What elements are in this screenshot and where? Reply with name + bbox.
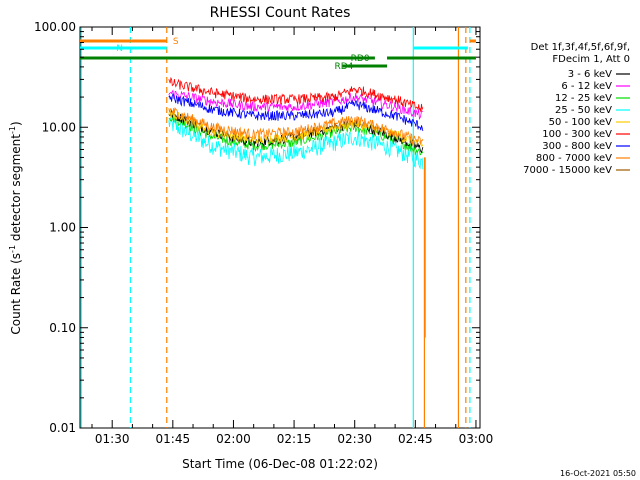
- flag-label: RD0: [351, 54, 370, 64]
- series-line: [168, 76, 424, 112]
- y-tick-label: 100.00: [34, 20, 76, 34]
- legend-entry-label: 6 - 12 keV: [561, 81, 612, 92]
- legend-entry-label: 7000 - 15000 keV: [523, 165, 612, 176]
- series-line: [168, 89, 423, 121]
- legend-entry-label: 25 - 50 keV: [555, 105, 612, 116]
- flag-label: RD4: [334, 62, 353, 72]
- legend-entry-label: 800 - 7000 keV: [536, 153, 612, 164]
- y-tick-label: 0.01: [49, 421, 76, 435]
- legend-entry-label: 3 - 6 keV: [568, 69, 612, 80]
- series-line: [168, 108, 424, 147]
- y-axis-label: Count Rate (s-1 detector segment-1): [8, 121, 23, 334]
- y-tick-label: 0.10: [49, 321, 76, 335]
- y-tick-label: 10.00: [42, 120, 76, 134]
- ylabel-end: ): [9, 121, 23, 126]
- legend-entry-label: 50 - 100 keV: [549, 117, 613, 128]
- series-line: [168, 115, 424, 170]
- ylabel-suffix: detector segment: [9, 134, 23, 245]
- y-axis: 100.00 10.00 1.00 0.10 0.01: [34, 20, 480, 435]
- x-tick-label: 01:30: [95, 432, 130, 446]
- timestamp: 16-Oct-2021 05:50: [560, 469, 636, 478]
- x-tick-label: 01:45: [156, 432, 191, 446]
- legend-header-line: Det 1f,3f,4f,5f,6f,9f,: [531, 42, 630, 53]
- flag-label: N: [116, 44, 123, 54]
- y-tick-label: 1.00: [49, 221, 76, 235]
- x-tick-label: 02:15: [277, 432, 312, 446]
- x-axis-label: Start Time (06-Dec-08 01:22:02): [182, 457, 378, 471]
- ylabel-prefix: Count Rate (s: [9, 253, 23, 335]
- legend: Det 1f,3f,4f,5f,6f,9f,FDecim 1, Att 0 3 -…: [523, 42, 630, 176]
- flag-label: S: [173, 37, 179, 47]
- series-line: [168, 114, 424, 156]
- x-axis: 01:30 01:45 02:00 02:15 02:30 02:45 03:00: [91, 27, 494, 446]
- ylabel-sup: -1: [8, 245, 17, 253]
- legend-header-line: FDecim 1, Att 0: [552, 54, 630, 65]
- series-line: [168, 92, 424, 132]
- x-tick-label: 02:00: [216, 432, 251, 446]
- plot-frame: [79, 26, 481, 429]
- chart-title: RHESSI Count Rates: [210, 5, 351, 21]
- x-tick-label: 02:45: [398, 432, 433, 446]
- x-tick-label: 02:30: [337, 432, 372, 446]
- ylabel-sup2: -1: [8, 126, 17, 134]
- legend-entry-label: 12 - 25 keV: [555, 93, 612, 104]
- legend-entry-label: 300 - 800 keV: [542, 141, 612, 152]
- series-line: [168, 109, 424, 154]
- x-tick-label: 03:00: [459, 432, 494, 446]
- legend-entry-label: 100 - 300 keV: [542, 129, 612, 140]
- series-line: [168, 106, 424, 145]
